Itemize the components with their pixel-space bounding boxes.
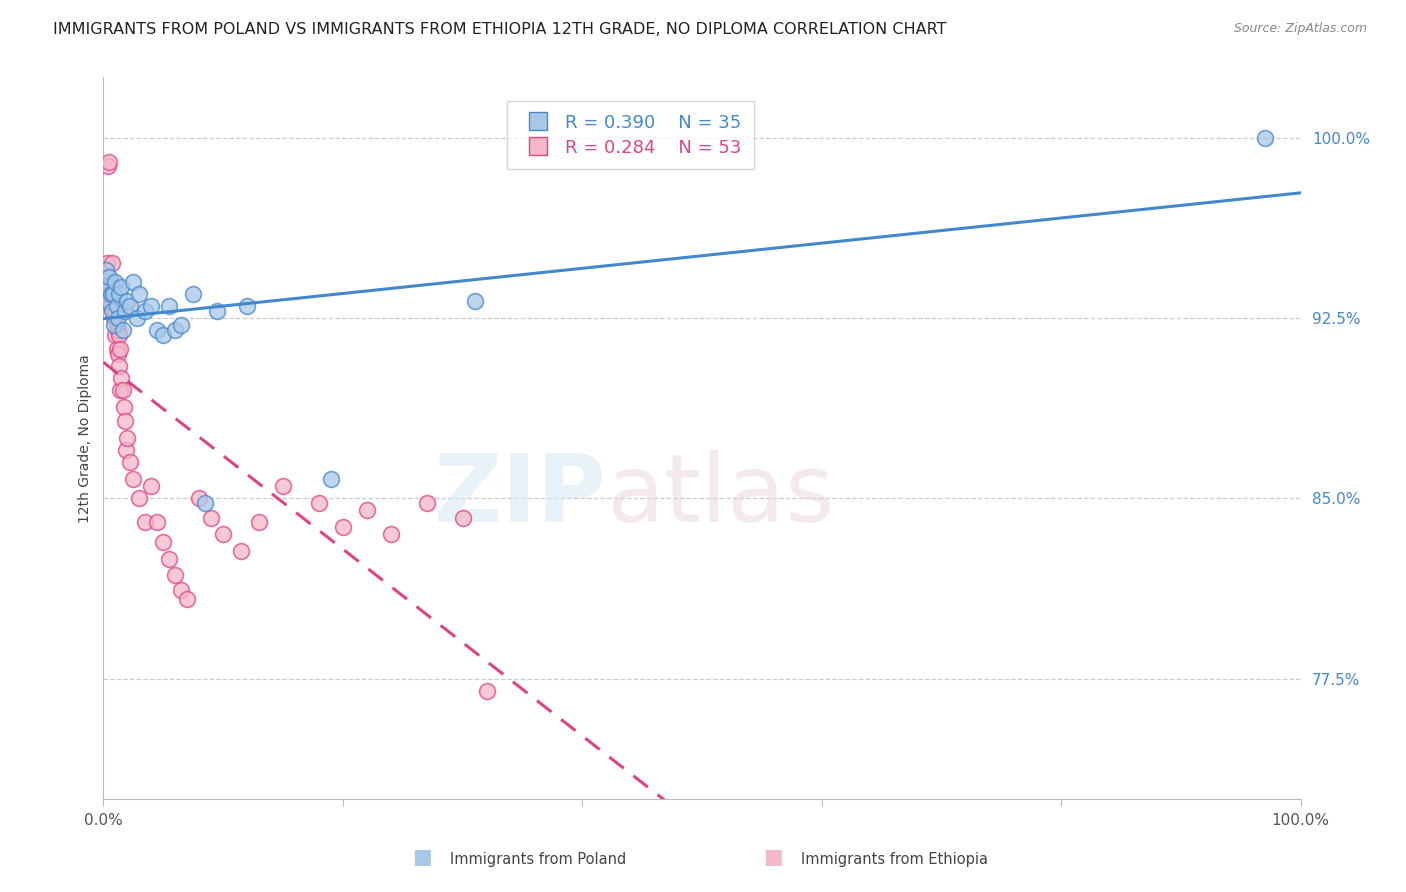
Point	[464, 294, 486, 309]
Point	[319, 472, 342, 486]
Text: Immigrants from Poland: Immigrants from Poland	[450, 852, 626, 867]
Text: IMMIGRANTS FROM POLAND VS IMMIGRANTS FROM ETHIOPIA 12TH GRADE, NO DIPLOMA CORREL: IMMIGRANTS FROM POLAND VS IMMIGRANTS FRO…	[53, 22, 946, 37]
Point	[100, 279, 122, 293]
Point	[100, 255, 122, 269]
Point	[101, 303, 124, 318]
Point	[96, 255, 118, 269]
Point	[176, 592, 198, 607]
Point	[105, 343, 128, 357]
Point	[122, 275, 145, 289]
Point	[125, 310, 148, 325]
Point	[98, 154, 121, 169]
Point	[104, 275, 127, 289]
Point	[114, 303, 136, 318]
Point	[112, 400, 135, 414]
Point	[212, 527, 235, 541]
Point	[108, 343, 131, 357]
Point	[157, 299, 180, 313]
Point	[122, 472, 145, 486]
Point	[115, 443, 138, 458]
Point	[105, 318, 128, 333]
Point	[108, 327, 131, 342]
Point	[146, 323, 169, 337]
Point	[157, 551, 180, 566]
Point	[110, 371, 132, 385]
Point	[380, 527, 402, 541]
Point	[107, 310, 129, 325]
Point	[107, 347, 129, 361]
Point	[200, 510, 222, 524]
Y-axis label: 12th Grade, No Diploma: 12th Grade, No Diploma	[79, 354, 93, 523]
Point	[111, 323, 134, 337]
Point	[229, 544, 252, 558]
Point	[101, 287, 124, 301]
Point	[205, 303, 228, 318]
Point	[146, 516, 169, 530]
Point	[100, 303, 122, 318]
Point	[332, 520, 354, 534]
Point	[103, 310, 125, 325]
Point	[104, 303, 127, 318]
Point	[105, 299, 128, 313]
Point	[415, 496, 437, 510]
Text: ZIP: ZIP	[433, 450, 606, 542]
Point	[97, 294, 120, 309]
Point	[108, 359, 131, 373]
Point	[247, 516, 270, 530]
Point	[181, 287, 204, 301]
Point	[128, 491, 150, 506]
Point	[100, 287, 122, 301]
Point	[101, 287, 124, 301]
Point	[271, 479, 294, 493]
Point	[103, 318, 125, 333]
Point	[96, 279, 118, 293]
Point	[94, 275, 117, 289]
Text: ■: ■	[763, 847, 783, 867]
Point	[128, 287, 150, 301]
Point	[117, 431, 139, 445]
Point	[93, 287, 115, 301]
Legend: R = 0.390    N = 35, R = 0.284    N = 53: R = 0.390 N = 35, R = 0.284 N = 53	[506, 101, 754, 169]
Text: Immigrants from Ethiopia: Immigrants from Ethiopia	[801, 852, 988, 867]
Point	[100, 275, 122, 289]
Point	[170, 318, 193, 333]
Point	[94, 263, 117, 277]
Point	[236, 299, 259, 313]
Point	[356, 503, 378, 517]
Point	[97, 160, 120, 174]
Point	[118, 299, 141, 313]
Point	[152, 327, 174, 342]
Point	[308, 496, 330, 510]
Point	[118, 455, 141, 469]
Point	[103, 287, 125, 301]
Point	[93, 275, 115, 289]
Point	[107, 323, 129, 337]
Point	[451, 510, 474, 524]
Point	[134, 303, 156, 318]
Point	[108, 383, 131, 397]
Text: ■: ■	[412, 847, 432, 867]
Point	[141, 479, 163, 493]
Point	[110, 279, 132, 293]
Point	[188, 491, 211, 506]
Point	[165, 568, 187, 582]
Point	[1254, 130, 1277, 145]
Point	[194, 496, 217, 510]
Point	[100, 299, 122, 313]
Point	[475, 683, 498, 698]
Point	[117, 294, 139, 309]
Point	[152, 534, 174, 549]
Point	[108, 287, 131, 301]
Point	[141, 299, 163, 313]
Point	[134, 516, 156, 530]
Point	[98, 270, 121, 285]
Point	[114, 414, 136, 428]
Point	[170, 582, 193, 597]
Point	[111, 383, 134, 397]
Text: atlas: atlas	[606, 450, 835, 542]
Point	[165, 323, 187, 337]
Point	[104, 327, 127, 342]
Text: Source: ZipAtlas.com: Source: ZipAtlas.com	[1233, 22, 1367, 36]
